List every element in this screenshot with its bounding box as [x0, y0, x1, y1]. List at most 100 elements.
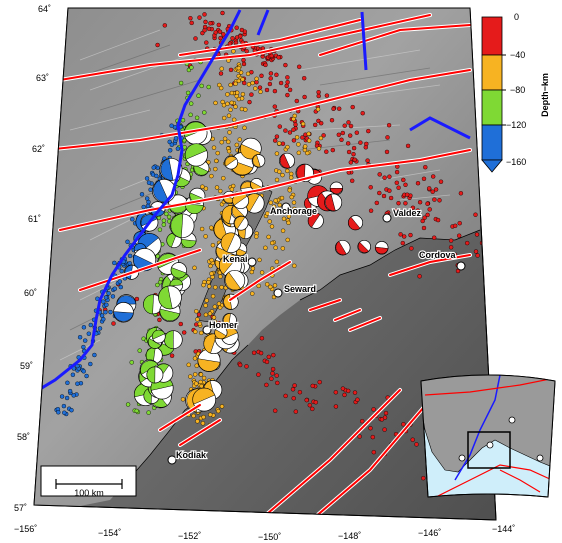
focal-mechanism — [233, 215, 249, 231]
earthquake-dot — [296, 142, 301, 147]
lat-label: 57˚ — [14, 503, 27, 513]
earthquake-dot — [315, 107, 321, 112]
earthquake-dot — [474, 232, 480, 237]
earthquake-dot — [71, 393, 76, 398]
earthquake-dot — [230, 36, 235, 41]
earthquake-dot — [324, 93, 330, 98]
focal-mechanism — [214, 326, 228, 340]
earthquake-dot — [206, 284, 212, 289]
earthquake-dot — [329, 117, 335, 123]
earthquake-dot — [274, 373, 279, 378]
lat-label: 60˚ — [24, 288, 37, 298]
earthquake-dot — [396, 200, 401, 206]
earthquake-dot — [181, 330, 187, 335]
earthquake-dot — [178, 80, 184, 86]
earthquake-dot — [421, 476, 426, 481]
earthquake-dot — [213, 30, 218, 35]
earthquake-dot — [211, 323, 217, 328]
earthquake-dot — [257, 257, 262, 263]
earthquake-dot — [194, 115, 200, 121]
lat-label: 59˚ — [20, 361, 33, 371]
earthquake-dot — [307, 403, 312, 408]
earthquake-dot — [169, 353, 175, 358]
earthquake-dot — [289, 175, 294, 180]
earthquake-dot — [166, 214, 172, 220]
earthquake-dot — [465, 240, 470, 246]
earthquake-dot — [240, 77, 245, 82]
earthquake-dot — [433, 187, 439, 192]
earthquake-dot — [286, 214, 292, 219]
earthquake-dot — [415, 180, 421, 186]
city-anchorage: Anchorage — [269, 202, 318, 217]
earthquake-dot — [141, 204, 146, 210]
earthquake-dot — [319, 120, 324, 126]
earthquake-dot — [209, 257, 214, 263]
earthquake-dot — [219, 66, 224, 71]
earthquake-dot — [226, 139, 231, 145]
lon-label: −146˚ — [418, 528, 441, 538]
earthquake-dot — [291, 116, 296, 122]
earthquake-dot — [277, 124, 282, 129]
earthquake-dot — [208, 263, 213, 269]
earthquake-dot — [144, 176, 150, 181]
fault-line — [309, 299, 381, 331]
earthquake-dot — [203, 19, 208, 25]
svg-text:Cordova: Cordova — [419, 250, 457, 260]
earthquake-dot — [185, 90, 191, 96]
inset-study-area-box — [467, 431, 511, 469]
earthquake-dot — [197, 321, 203, 326]
earthquake-dot — [146, 410, 151, 415]
earthquake-dot — [285, 168, 290, 174]
focal-mechanism — [224, 269, 246, 291]
earthquake-dot — [473, 249, 479, 254]
earthquake-dot — [257, 85, 263, 90]
earthquake-dot — [229, 187, 235, 192]
earthquake-dot — [421, 176, 427, 182]
earthquake-dot — [198, 372, 204, 377]
earthquake-dot — [242, 125, 247, 131]
earthquake-dot — [256, 283, 261, 289]
earthquake-dot — [112, 260, 117, 266]
earthquake-dot — [292, 383, 297, 388]
earthquake-dot — [457, 220, 462, 226]
earthquake-dot — [316, 89, 321, 95]
colorbar-tick: −120 — [506, 120, 526, 130]
earthquake-dot — [427, 186, 432, 191]
earthquake-dot — [287, 130, 293, 135]
earthquake-dot — [316, 118, 321, 124]
earthquake-dot — [240, 91, 246, 97]
earthquake-dot — [394, 180, 399, 186]
earthquake-dot — [210, 242, 216, 248]
earthquake-dot — [354, 130, 359, 135]
earthquake-dot — [290, 387, 296, 392]
city-valdez: Valdez — [382, 207, 423, 223]
earthquake-dot — [219, 139, 224, 145]
earthquake-dot — [125, 239, 130, 245]
earthquake-dot — [221, 175, 226, 181]
earthquake-dot — [415, 208, 420, 213]
earthquake-dot — [239, 96, 245, 101]
earthquake-dot — [264, 382, 269, 388]
earthquake-dot — [225, 92, 230, 97]
earthquake-dot — [438, 179, 444, 184]
earthquake-dot — [272, 104, 277, 109]
earthquake-dot — [110, 294, 116, 299]
earthquake-dot — [218, 274, 223, 279]
lon-label: −148˚ — [338, 531, 361, 541]
earthquake-dot — [453, 223, 458, 229]
earthquake-dot — [317, 379, 322, 385]
earthquake-dot — [448, 238, 454, 243]
earthquake-dot — [414, 442, 419, 447]
earthquake-dot — [483, 228, 488, 234]
earthquake-dot — [81, 325, 87, 330]
earthquake-dot — [379, 417, 385, 422]
fault-line — [79, 249, 201, 291]
earthquake-dot — [273, 138, 278, 143]
latitude-labels: 64˚ 63˚ 62˚ 61˚ 60˚ 59˚ 58˚ 57˚ — [14, 4, 51, 513]
earthquake-dot — [148, 187, 153, 192]
lat-label: 64˚ — [38, 4, 51, 14]
earthquake-dot — [228, 82, 233, 88]
earthquake-dot — [101, 299, 106, 304]
fault-line — [389, 254, 471, 276]
earthquake-dot — [206, 26, 212, 31]
